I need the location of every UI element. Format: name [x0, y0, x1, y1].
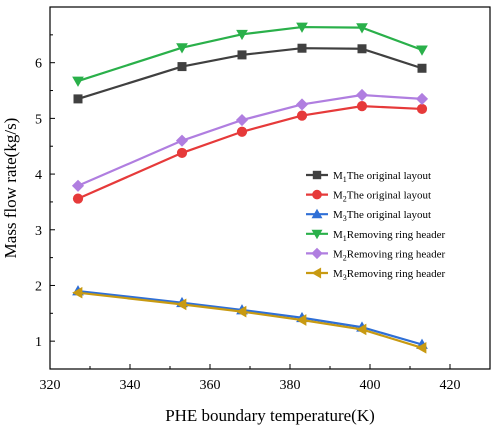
y-tick-label: 3	[35, 224, 42, 239]
data-point	[355, 88, 369, 102]
data-point	[357, 44, 367, 54]
data-point	[235, 113, 249, 127]
x-tick-label: 320	[40, 378, 61, 393]
x-tick-label: 340	[120, 378, 141, 393]
x-axis-title: PHE boundary temperature(K)	[165, 406, 375, 425]
series-1	[73, 43, 427, 104]
x-tick-label: 420	[440, 378, 461, 393]
x-tick-label: 400	[360, 378, 381, 393]
data-point	[236, 29, 248, 41]
y-tick-label: 2	[35, 279, 42, 294]
data-point	[416, 341, 427, 354]
legend-marker	[312, 189, 322, 200]
data-point	[296, 110, 308, 121]
legend-marker	[311, 208, 323, 219]
series-line	[77, 291, 423, 349]
y-tick-label: 1	[35, 335, 42, 350]
data-point	[236, 126, 248, 137]
data-point	[417, 63, 427, 73]
series-layer	[71, 22, 429, 354]
legend-label: M2Removing ring header	[333, 248, 445, 262]
data-point	[296, 22, 308, 33]
series-line	[77, 47, 423, 100]
legend-label: M3Removing ring header	[333, 268, 445, 282]
series-5	[71, 88, 429, 192]
legend-label: M3The original layout	[333, 209, 431, 223]
legend-item: M1Removing ring header	[306, 229, 445, 243]
data-point	[297, 43, 307, 53]
data-point	[295, 98, 309, 111]
data-point	[176, 147, 188, 159]
data-point	[415, 92, 429, 105]
y-tick-label: 5	[35, 112, 42, 127]
legend-marker	[312, 170, 322, 180]
data-point	[72, 76, 84, 87]
data-point	[72, 286, 83, 299]
y-axis-title: Mass flow rate(kg/s)	[1, 118, 20, 259]
data-point	[73, 94, 83, 104]
data-point	[296, 314, 307, 326]
data-point	[356, 323, 367, 336]
legend-item: M3Removing ring header	[306, 267, 445, 282]
series-3	[72, 285, 428, 349]
series-4	[72, 22, 428, 87]
data-point	[176, 298, 187, 311]
data-point	[416, 45, 428, 56]
data-point	[356, 101, 368, 112]
axis-ticks: 320 340 360 380 400 420 1 2 3 4 5 6	[35, 34, 461, 393]
series-2	[72, 101, 428, 204]
x-tick-label: 380	[280, 378, 301, 393]
data-point	[237, 50, 247, 60]
plot-frame	[49, 6, 491, 370]
legend-marker	[311, 267, 322, 279]
series-line	[77, 105, 423, 200]
data-point	[176, 43, 188, 54]
legend: M1The original layout M2The original layo…	[306, 170, 445, 282]
data-point	[72, 193, 84, 204]
legend-label: M1The original layout	[333, 170, 431, 184]
legend-marker	[311, 247, 323, 260]
data-point	[71, 179, 85, 192]
series-line	[77, 93, 423, 187]
data-point	[416, 103, 428, 115]
data-point	[356, 23, 368, 34]
series-line	[77, 289, 423, 346]
y-tick-label: 4	[35, 168, 42, 183]
x-tick-label: 360	[200, 378, 221, 393]
legend-item: M2The original layout	[306, 190, 431, 204]
data-point	[175, 134, 189, 147]
data-point	[177, 62, 187, 72]
legend-label: M1Removing ring header	[333, 229, 445, 243]
y-tick-label: 6	[35, 57, 42, 72]
series-line	[77, 25, 423, 83]
legend-item: M2Removing ring header	[306, 247, 445, 262]
legend-item: M1The original layout	[306, 170, 431, 184]
legend-marker	[311, 229, 323, 240]
legend-item: M3The original layout	[306, 208, 431, 223]
series-6	[72, 286, 427, 354]
legend-label: M2The original layout	[333, 190, 431, 204]
data-point	[236, 305, 247, 318]
